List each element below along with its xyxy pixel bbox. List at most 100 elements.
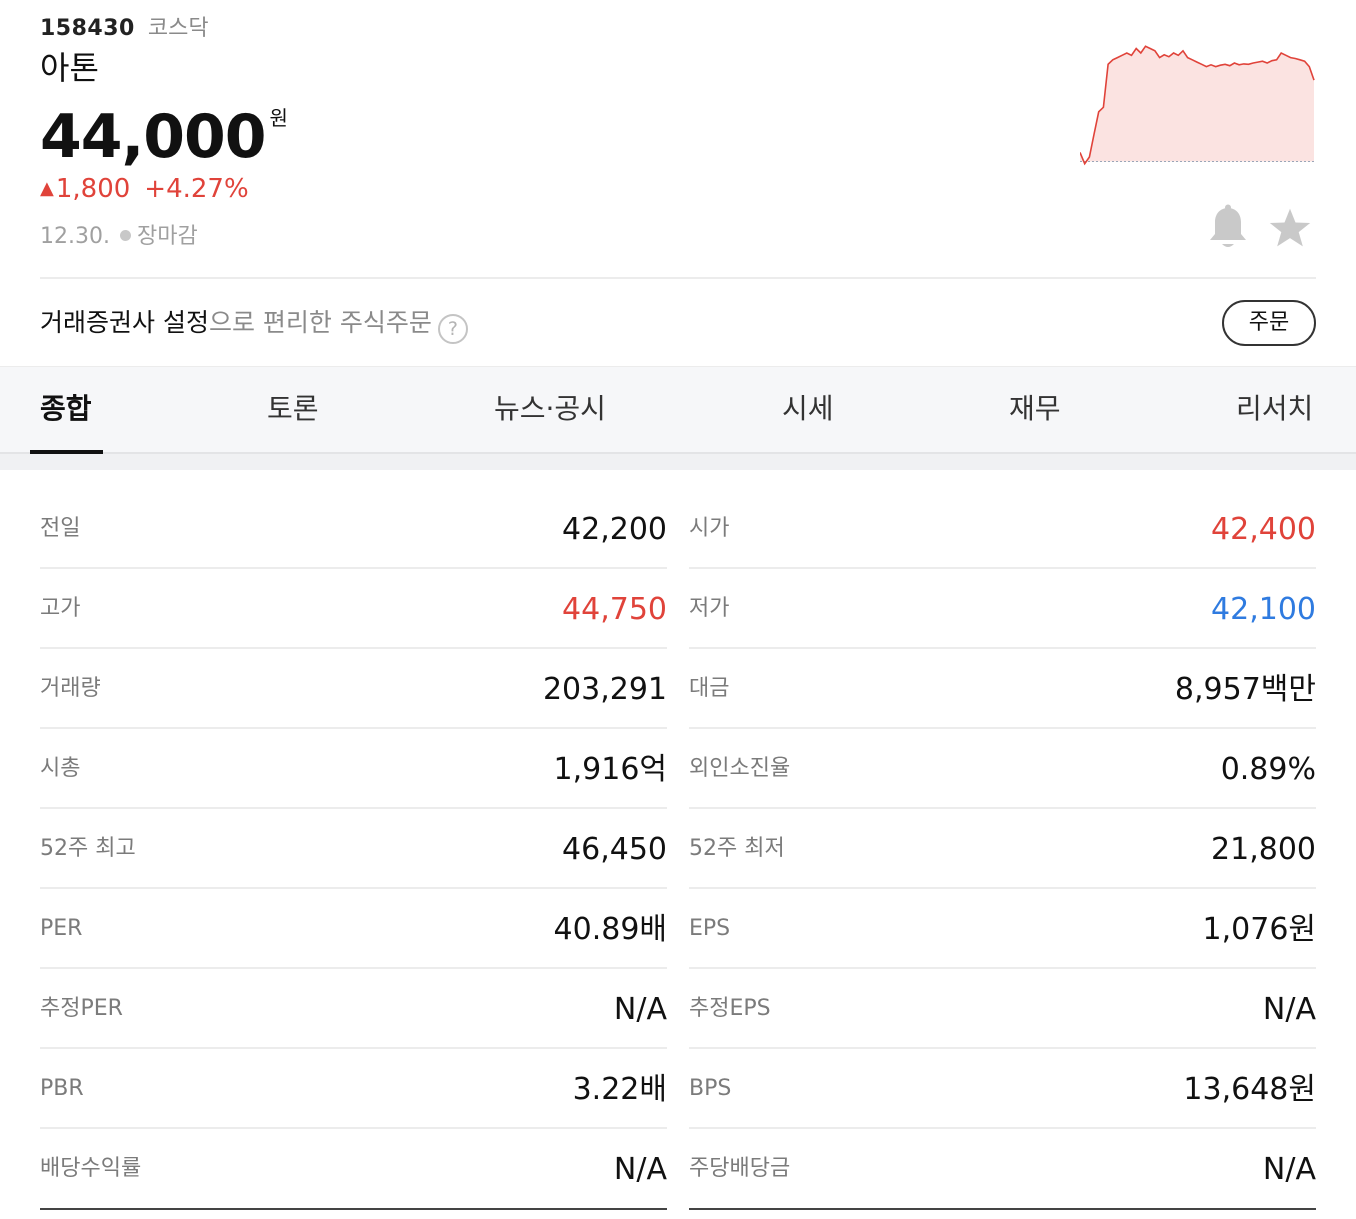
- market-date-status: 12.30. 장마감: [40, 222, 198, 252]
- stat-label: 배당수익률: [40, 1156, 142, 1181]
- stats-row: 시총 1,916억 외인소진율 0.89%: [40, 730, 1316, 810]
- stat-value: N/A: [1262, 1152, 1316, 1187]
- stats-row: 전일 42,200 시가 42,400: [40, 490, 1316, 570]
- tab-quotes[interactable]: 시세: [782, 392, 834, 425]
- stat-dividend-per-share: 주당배당금 N/A: [689, 1130, 1316, 1210]
- stat-label: 시가: [689, 516, 730, 541]
- stat-value: 3.22배: [572, 1072, 667, 1107]
- stats-row: 거래량 203,291 대금 8,957백만: [40, 650, 1316, 730]
- stat-value: 8,957백만: [1174, 672, 1316, 707]
- status-dot-icon: [119, 230, 131, 241]
- stat-high: 고가 44,750: [40, 570, 667, 649]
- stat-label: 전일: [40, 516, 81, 541]
- up-arrow-icon: ▲: [40, 178, 54, 199]
- stat-label: EPS: [689, 916, 731, 941]
- stat-value: 21,800: [1211, 832, 1316, 867]
- price-change: ▲1,800 +4.27%: [40, 172, 249, 206]
- stat-label: 대금: [689, 676, 730, 701]
- stat-label: 주당배당금: [689, 1156, 791, 1181]
- stat-trade-amount: 대금 8,957백만: [689, 650, 1316, 729]
- stat-volume: 거래량 203,291: [40, 650, 667, 729]
- trade-date: 12.30.: [40, 224, 110, 249]
- stat-label: 저가: [689, 596, 730, 621]
- stat-label: 52주 최고: [40, 836, 136, 861]
- stat-label: 시총: [40, 756, 81, 781]
- stat-value: 42,400: [1211, 512, 1316, 547]
- stat-value: N/A: [613, 992, 667, 1027]
- intraday-mini-chart[interactable]: [1080, 40, 1316, 170]
- stat-label: 거래량: [40, 676, 101, 701]
- order-text-main: 거래증권사 설정: [40, 308, 209, 337]
- stat-dividend-yield: 배당수익률 N/A: [40, 1130, 667, 1210]
- stock-code-line: 158430 코스닥: [40, 14, 209, 44]
- tab-discussion[interactable]: 토론: [267, 392, 319, 425]
- change-amount: 1,800: [55, 174, 131, 204]
- broker-setting-link[interactable]: 거래증권사 설정으로 편리한 주식주문?: [40, 306, 468, 344]
- stats-row: 추정PER N/A 추정EPS N/A: [40, 970, 1316, 1050]
- stat-value: 1,916억: [553, 752, 667, 787]
- change-percent: +4.27%: [144, 174, 249, 204]
- stat-pbr: PBR 3.22배: [40, 1050, 667, 1129]
- stat-value: 44,750: [562, 592, 667, 627]
- help-icon[interactable]: ?: [437, 314, 468, 344]
- header-divider: [40, 277, 1316, 279]
- stat-bps: BPS 13,648원: [689, 1050, 1316, 1129]
- tab-financials[interactable]: 재무: [1009, 392, 1061, 425]
- stat-eps: EPS 1,076원: [689, 890, 1316, 969]
- stat-label: PER: [40, 916, 83, 941]
- stat-value: 46,450: [562, 832, 667, 867]
- tab-news[interactable]: 뉴스·공시: [494, 392, 606, 425]
- stats-row: PBR 3.22배 BPS 13,648원: [40, 1050, 1316, 1130]
- stat-value: 203,291: [542, 672, 667, 707]
- stats-row: 고가 44,750 저가 42,100: [40, 570, 1316, 650]
- bell-icon[interactable]: [1206, 204, 1250, 252]
- stat-value: 0.89%: [1220, 752, 1316, 787]
- stat-value: N/A: [613, 1152, 667, 1187]
- market-name: 코스닥: [147, 16, 209, 41]
- stat-label: 추정EPS: [689, 996, 771, 1021]
- active-tab-indicator: [30, 450, 103, 454]
- current-price: 44,000 원: [40, 102, 288, 172]
- stat-foreign-ratio: 외인소진율 0.89%: [689, 730, 1316, 809]
- stat-value: 40.89배: [553, 912, 667, 947]
- tab-summary[interactable]: 종합: [40, 392, 92, 425]
- section-gap: [0, 454, 1356, 470]
- stats-row: 52주 최고 46,450 52주 최저 21,800: [40, 810, 1316, 890]
- stat-est-eps: 추정EPS N/A: [689, 970, 1316, 1049]
- stats-row: PER 40.89배 EPS 1,076원: [40, 890, 1316, 970]
- stat-52w-low: 52주 최저 21,800: [689, 810, 1316, 889]
- stock-name: 아톤: [40, 49, 99, 87]
- stock-header: 158430 코스닥 아톤 44,000 원 ▲1,800 +4.27% 12.30…: [40, 14, 1316, 278]
- stat-value: 42,100: [1211, 592, 1316, 627]
- price-unit: 원: [269, 106, 288, 130]
- stock-code: 158430: [40, 16, 135, 41]
- stat-label: 고가: [40, 596, 81, 621]
- stat-low: 저가 42,100: [689, 570, 1316, 649]
- stat-prev-close: 전일 42,200: [40, 490, 667, 569]
- chart-area-fill: [1080, 46, 1314, 164]
- stat-label: BPS: [689, 1076, 732, 1101]
- market-status: 장마감: [136, 224, 198, 249]
- stats-row: 배당수익률 N/A 주당배당금 N/A: [40, 1130, 1316, 1210]
- stat-est-per: 추정PER N/A: [40, 970, 667, 1049]
- stat-label: 추정PER: [40, 996, 123, 1021]
- stat-open: 시가 42,400: [689, 490, 1316, 569]
- stat-market-cap: 시총 1,916억: [40, 730, 667, 809]
- stock-tabs: 종합 토론 뉴스·공시 시세 재무 리서치: [0, 366, 1356, 454]
- stats-table: 전일 42,200 시가 42,400 고가 44,750 저가 42,100 거래량 2…: [40, 490, 1316, 1210]
- tab-research[interactable]: 리서치: [1236, 392, 1314, 425]
- star-icon[interactable]: [1268, 204, 1312, 252]
- order-bar: 거래증권사 설정으로 편리한 주식주문? 주문: [40, 300, 1316, 346]
- stat-label: 외인소진율: [689, 756, 791, 781]
- stat-52w-high: 52주 최고 46,450: [40, 810, 667, 889]
- stat-value: N/A: [1262, 992, 1316, 1027]
- stat-per: PER 40.89배: [40, 890, 667, 969]
- stat-label: PBR: [40, 1076, 84, 1101]
- price-value: 44,000: [40, 102, 267, 172]
- stat-label: 52주 최저: [689, 836, 785, 861]
- stat-value: 13,648원: [1183, 1072, 1316, 1107]
- chart-price-line: [1080, 45, 1315, 166]
- order-button[interactable]: 주문: [1222, 300, 1316, 346]
- order-text-muted: 으로 편리한 주식주문: [208, 308, 432, 337]
